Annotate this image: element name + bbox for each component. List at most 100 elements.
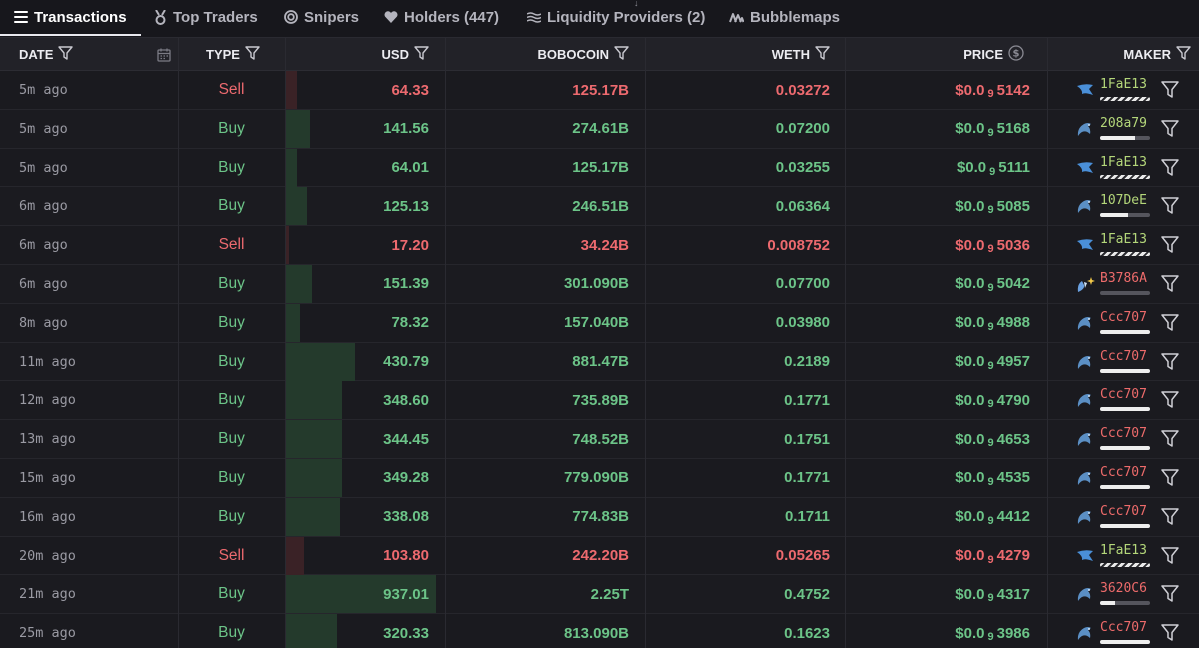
maker-address-link[interactable]: 1FaE13 [1100, 542, 1147, 558]
maker-address-link[interactable]: Ccc707 [1100, 503, 1147, 519]
column-type[interactable]: TYPE [206, 38, 260, 71]
tab-snipers[interactable]: Snipers [284, 0, 359, 34]
table-row[interactable]: 6m ago Buy 151.39 301.090B 0.07700 $0.0 9 5042 B… [0, 264, 1199, 304]
waves-icon [527, 11, 541, 23]
column-bobocoin[interactable]: BOBOCOIN [446, 38, 629, 71]
bobocoin-cell: 735.89B [572, 391, 629, 409]
table-row[interactable]: 15m ago Buy 349.28 779.090B 0.1771 $0.0 9 4535 C… [0, 458, 1199, 498]
volume-bar [286, 187, 307, 226]
tab-transactions[interactable]: Transactions [14, 0, 127, 34]
calendar-icon[interactable] [157, 38, 171, 71]
maker-address-link[interactable]: B3786A [1100, 270, 1147, 286]
table-row[interactable]: 13m ago Buy 344.45 748.52B 0.1751 $0.0 9 4653 Cc… [0, 420, 1199, 459]
filter-icon[interactable] [245, 46, 260, 63]
filter-icon[interactable] [1161, 430, 1179, 451]
column-date[interactable]: DATE [19, 38, 74, 71]
table-row[interactable]: 21m ago Buy 937.01 2.25T 0.4752 $0.0 9 4317 3620… [0, 575, 1199, 615]
bobocoin-cell: 813.090B [563, 624, 629, 642]
maker-address-link[interactable]: Ccc707 [1100, 309, 1147, 325]
filter-icon[interactable] [1161, 585, 1179, 606]
type-cell: Buy [218, 585, 245, 603]
maker-balance-bar [1100, 484, 1150, 489]
bobocoin-cell: 301.090B [563, 275, 629, 293]
table-row[interactable]: 25m ago Buy 320.33 813.090B 0.1623 $0.0 9 3986 C… [0, 614, 1199, 648]
dolphin-icon [1076, 431, 1094, 447]
maker-cell: 3620C6 [1048, 575, 1199, 613]
dolphin-icon [1076, 392, 1094, 408]
table-row[interactable]: 20m ago Sell 103.80 242.20B 0.05265 $0.0 9 4279… [0, 536, 1199, 576]
filter-icon[interactable] [58, 46, 74, 63]
price-digits: 5168 [996, 120, 1030, 138]
filter-icon[interactable] [1161, 352, 1179, 374]
price-digits: 4412 [996, 508, 1030, 526]
column-usd[interactable]: USD [286, 38, 429, 71]
tab-liquidity-providers[interactable]: Liquidity Providers (2) [527, 0, 705, 34]
column-price[interactable]: PRICE $ [846, 38, 1024, 71]
table-row[interactable]: 6m ago Buy 125.13 246.51B 0.06364 $0.0 9 5085 10… [0, 187, 1199, 227]
table-row[interactable]: 8m ago Buy 78.32 157.040B 0.03980 $0.0 9 4988 Cc… [0, 303, 1199, 343]
chevron-down-icon: ↓ [634, 0, 639, 8]
price-cell: $0.0 9 4957 [846, 343, 1030, 381]
filter-icon[interactable] [815, 46, 830, 63]
table-row[interactable]: 11m ago Buy 430.79 881.47B 0.2189 $0.0 9 4957 Cc… [0, 342, 1199, 382]
maker-address-link[interactable]: Ccc707 [1100, 464, 1147, 480]
table-row[interactable]: 12m ago Buy 348.60 735.89B 0.1771 $0.0 9 4790 Cc… [0, 381, 1199, 421]
price-zero-count: 9 [987, 359, 994, 372]
tab-bubblemaps[interactable]: Bubblemaps [729, 0, 840, 34]
filter-icon[interactable] [1161, 469, 1179, 490]
maker-address-link[interactable]: 1FaE13 [1100, 154, 1147, 170]
tab-label: Top Traders [173, 8, 258, 26]
price-zero-count: 9 [987, 437, 994, 450]
price-cell: $0.0 9 4988 [846, 304, 1030, 342]
dolphin-icon [1076, 470, 1094, 486]
maker-address-link[interactable]: Ccc707 [1100, 348, 1147, 364]
column-label: TYPE [206, 47, 240, 62]
weth-cell: 0.4752 [784, 585, 830, 603]
maker-address-link[interactable]: 208a79 [1100, 115, 1147, 131]
filter-icon[interactable] [614, 46, 629, 63]
maker-cell: Ccc707 [1048, 498, 1199, 536]
table-row[interactable]: 5m ago Buy 141.56 274.61B 0.07200 $0.0 9 5168 20… [0, 109, 1199, 149]
price-cell: $0.0 9 5111 [846, 149, 1030, 187]
filter-icon[interactable] [1161, 624, 1179, 645]
table-row[interactable]: 6m ago Sell 17.20 34.24B 0.008752 $0.0 9 5036 1F… [0, 226, 1199, 265]
maker-address-link[interactable]: 107DeE [1100, 193, 1147, 209]
price-prefix: $0.0 [955, 508, 985, 526]
table-row[interactable]: 5m ago Sell 64.33 125.17B 0.03272 $0.0 9 5142 1F… [0, 71, 1199, 110]
filter-icon[interactable] [1161, 546, 1179, 568]
tab-top-traders[interactable]: Top Traders [154, 0, 258, 34]
price-prefix: $0.0 [955, 624, 985, 642]
maker-cell: Ccc707 [1048, 614, 1199, 648]
column-maker[interactable]: MAKER [1048, 38, 1191, 71]
filter-icon[interactable] [1161, 197, 1179, 218]
table-row[interactable]: 16m ago Buy 338.08 774.83B 0.1711 $0.0 9 4412 Cc… [0, 497, 1199, 537]
dolphin-icon [1076, 509, 1094, 525]
maker-balance-bar [1100, 329, 1150, 334]
dollar-toggle-icon[interactable]: $ [1008, 45, 1024, 64]
filter-icon[interactable] [1161, 314, 1179, 335]
table-row[interactable]: 5m ago Buy 64.01 125.17B 0.03255 $0.0 9 5111 1Fa… [0, 148, 1199, 188]
filter-icon[interactable] [1161, 391, 1179, 412]
price-zero-count: 9 [987, 592, 994, 605]
bobocoin-cell: 774.83B [572, 508, 629, 526]
maker-address-link[interactable]: Ccc707 [1100, 426, 1147, 442]
filter-icon[interactable] [1161, 120, 1179, 141]
filter-icon[interactable] [1176, 46, 1191, 63]
column-weth[interactable]: WETH [646, 38, 830, 71]
filter-icon[interactable] [1161, 81, 1179, 102]
maker-address-link[interactable]: Ccc707 [1100, 387, 1147, 403]
weth-cell: 0.03255 [775, 159, 830, 177]
filter-icon[interactable] [1161, 508, 1179, 529]
filter-icon[interactable] [1161, 158, 1179, 180]
maker-address-link[interactable]: Ccc707 [1100, 620, 1147, 636]
tab-holders[interactable]: Holders (447) [384, 0, 499, 34]
volume-bar [286, 575, 436, 614]
maker-address-link[interactable]: 1FaE13 [1100, 232, 1147, 248]
column-label: WETH [771, 47, 810, 62]
filter-icon[interactable] [1161, 275, 1179, 296]
weth-cell: 0.1623 [784, 624, 830, 642]
filter-icon[interactable] [414, 46, 429, 63]
filter-icon[interactable] [1161, 236, 1179, 257]
maker-address-link[interactable]: 3620C6 [1100, 581, 1147, 597]
maker-address-link[interactable]: 1FaE13 [1100, 77, 1147, 92]
